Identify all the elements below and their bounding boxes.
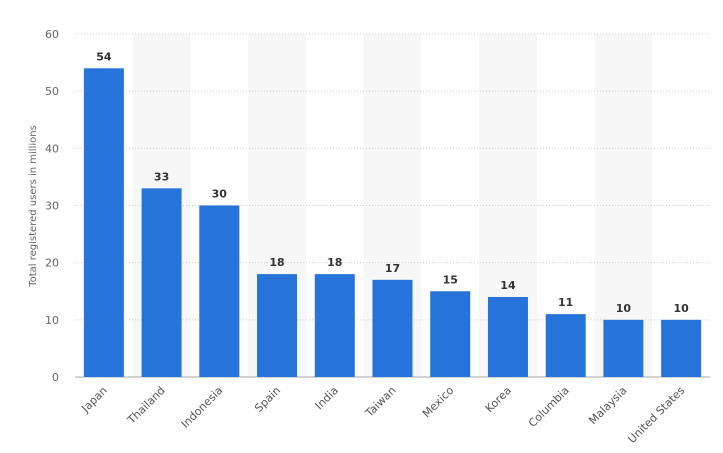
category-label: India — [313, 384, 341, 412]
y-tick-label: 40 — [45, 142, 59, 155]
bar — [141, 188, 182, 377]
y-axis-title: Total registered users in millions — [28, 125, 39, 288]
y-axis-ticks: 0 10 20 30 40 50 60 — [45, 28, 59, 384]
category-label: Columbia — [526, 384, 572, 430]
data-label: 18 — [269, 256, 284, 269]
bar — [199, 205, 240, 377]
y-tick-label: 50 — [45, 85, 59, 98]
bar — [545, 314, 586, 377]
data-labels: 54 33 30 18 18 17 15 14 11 10 10 — [96, 50, 689, 315]
bar — [257, 274, 298, 377]
bar — [487, 296, 528, 377]
data-label: 14 — [500, 279, 516, 292]
y-tick-label: 30 — [45, 200, 59, 213]
bar — [603, 319, 644, 377]
category-label: Japan — [78, 384, 110, 416]
data-label: 15 — [443, 273, 458, 286]
data-label: 18 — [327, 256, 342, 269]
category-label: Thailand — [124, 384, 167, 427]
bar — [372, 279, 413, 377]
y-tick-label: 0 — [52, 371, 59, 384]
category-label: Malaysia — [586, 384, 629, 427]
bars — [83, 68, 702, 378]
data-label: 30 — [212, 188, 228, 201]
bar — [661, 319, 702, 377]
bar — [83, 68, 124, 378]
data-label: 10 — [616, 302, 632, 315]
bar — [430, 291, 471, 377]
category-label: United States — [625, 384, 687, 446]
y-tick-label: 20 — [45, 257, 59, 270]
category-label: Taiwan — [362, 384, 398, 420]
data-label: 11 — [558, 296, 573, 309]
x-axis-labels: Japan Thailand Indonesia Spain India Taiwan Me… — [78, 384, 687, 446]
data-label: 10 — [673, 302, 689, 315]
bar — [314, 274, 355, 377]
category-label: Indonesia — [179, 384, 226, 431]
y-tick-label: 60 — [45, 28, 59, 41]
y-tick-label: 10 — [45, 314, 59, 327]
category-label: Spain — [252, 384, 283, 415]
data-label: 17 — [385, 262, 400, 275]
data-label: 54 — [96, 50, 112, 63]
category-label: Korea — [483, 384, 514, 415]
data-label: 33 — [154, 170, 169, 183]
category-label: Mexico — [420, 384, 457, 421]
